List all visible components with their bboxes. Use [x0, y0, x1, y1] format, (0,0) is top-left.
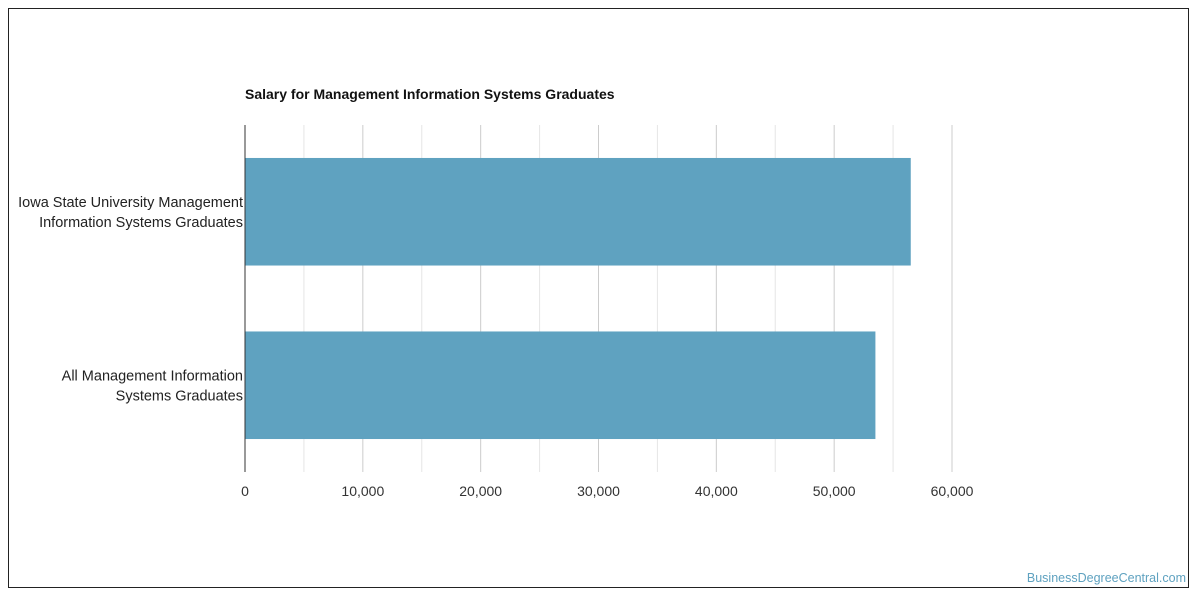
category-label: Iowa State University Management Informat…: [18, 195, 243, 231]
watermark: BusinessDegreeCentral.com: [1026, 571, 1186, 585]
category-label-line: Information Systems Graduates: [39, 215, 243, 231]
category-labels: Iowa State University Management Informat…: [18, 195, 243, 405]
x-tick-label: 20,000: [459, 483, 502, 499]
chart-title: Salary for Management Information System…: [245, 86, 615, 102]
x-tick-label: 60,000: [931, 483, 974, 499]
bars: [245, 157, 911, 440]
x-tick-labels: 0 10,000 20,000 30,000 40,000 50,000 60,000: [241, 483, 974, 499]
category-label: All Management Information Systems Gradua…: [62, 368, 243, 404]
x-tick-label: 0: [241, 483, 249, 499]
x-tick-label: 50,000: [813, 483, 856, 499]
x-tick-label: 10,000: [341, 483, 384, 499]
x-tick-label: 40,000: [695, 483, 738, 499]
x-tick-label: 30,000: [577, 483, 620, 499]
bar: [245, 331, 876, 440]
category-label-line: Iowa State University Management: [18, 195, 243, 211]
bar: [245, 157, 911, 266]
category-label-line: Systems Graduates: [116, 388, 243, 404]
category-label-line: All Management Information: [62, 368, 243, 384]
